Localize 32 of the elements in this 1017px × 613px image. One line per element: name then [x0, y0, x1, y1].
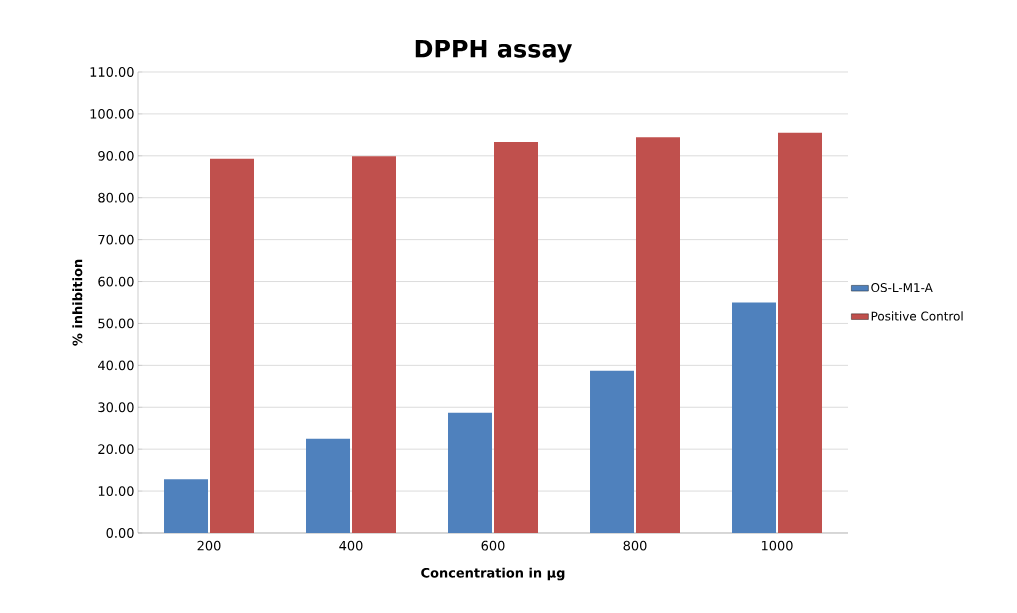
y-tick-label: 50.00: [98, 318, 134, 329]
y-tick-label: 100.00: [90, 109, 134, 119]
y-tick-label: 10.00: [98, 486, 134, 496]
x-axis-title: Concentration in µg: [421, 567, 565, 581]
bar: [306, 438, 351, 533]
bar: [352, 156, 396, 533]
chart-title: DPPH assay: [415, 39, 572, 63]
x-tick-label: 800: [623, 540, 647, 551]
y-tick-label: 40.00: [98, 360, 134, 371]
y-tick-label: 70.00: [98, 234, 134, 245]
y-tick-label: 30.00: [98, 402, 134, 413]
x-tick-label: 600: [481, 540, 505, 551]
y-tick-label: 90.00: [98, 150, 134, 161]
bar: [590, 370, 635, 533]
x-tick-label: 1000: [761, 540, 793, 551]
y-axis-title: % inhibition: [72, 259, 83, 346]
y-tick-label: 0.00: [106, 528, 134, 538]
legend-label: OS-L-M1-A: [871, 283, 933, 293]
y-tick-label: 60.00: [98, 276, 134, 287]
bar: [494, 141, 538, 533]
bar: [732, 302, 777, 533]
y-tick-label: 20.00: [98, 444, 134, 455]
bar: [210, 158, 254, 533]
y-tick-label: 80.00: [98, 192, 134, 203]
bar: [636, 137, 680, 533]
legend-label: Positive Control: [871, 311, 963, 321]
bar: [448, 412, 493, 533]
y-tick-label: 110.00: [90, 67, 134, 77]
bar: [778, 132, 823, 533]
x-tick-label: 200: [197, 540, 221, 551]
x-tick-label: 400: [339, 540, 363, 551]
bar: [164, 479, 209, 533]
